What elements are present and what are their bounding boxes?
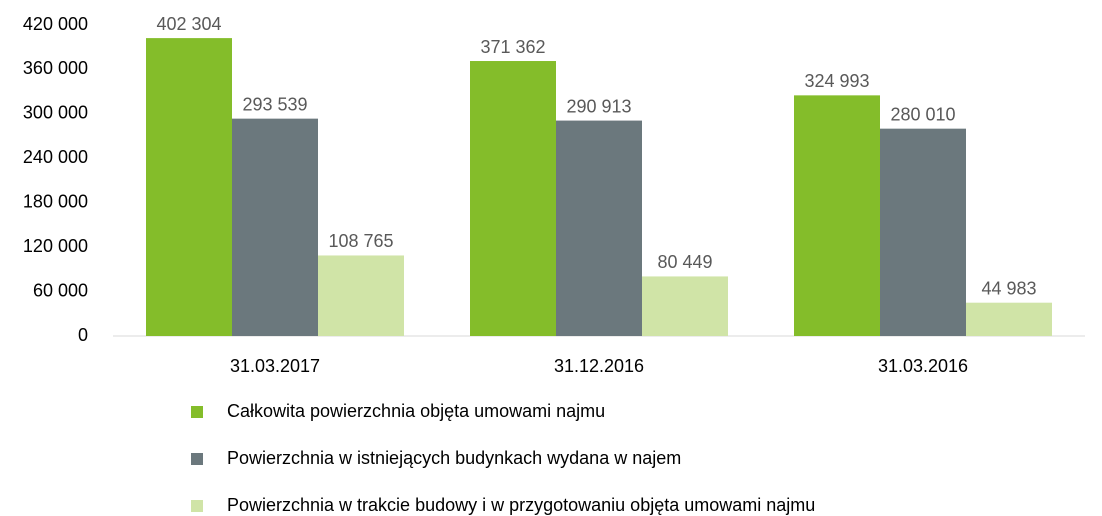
data-label: 108 765: [328, 231, 393, 251]
data-label: 290 913: [566, 96, 631, 116]
data-label: 44 983: [981, 278, 1036, 298]
x-tick-label: 31.12.2016: [554, 356, 644, 376]
y-tick-label: 300 000: [23, 103, 88, 123]
legend-swatch: [191, 453, 203, 465]
legend-label: Całkowita powierzchnia objęta umowami na…: [227, 401, 605, 421]
y-tick-label: 120 000: [23, 236, 88, 256]
y-tick-label: 240 000: [23, 147, 88, 167]
bar: [318, 255, 404, 336]
data-label: 280 010: [890, 104, 955, 124]
x-tick-label: 31.03.2016: [878, 356, 968, 376]
y-tick-label: 420 000: [23, 14, 88, 34]
y-tick-label: 0: [78, 325, 88, 345]
data-label: 371 362: [480, 37, 545, 57]
x-tick-label: 31.03.2017: [230, 356, 320, 376]
bar: [146, 38, 232, 337]
bar: [880, 128, 966, 336]
y-tick-label: 360 000: [23, 58, 88, 78]
data-label: 293 539: [242, 94, 307, 114]
data-label: 402 304: [156, 14, 221, 34]
bar: [794, 95, 880, 336]
data-label: 80 449: [657, 252, 712, 272]
bar: [642, 276, 728, 336]
y-tick-label: 180 000: [23, 191, 88, 211]
legend-swatch: [191, 406, 203, 418]
legend-label: Powierzchnia w istniejących budynkach wy…: [227, 448, 681, 468]
data-label: 324 993: [804, 71, 869, 91]
legend-label: Powierzchnia w trakcie budowy i w przygo…: [227, 495, 815, 515]
bar: [470, 61, 556, 336]
bar: [966, 302, 1052, 336]
legend-swatch: [191, 500, 203, 512]
y-tick-label: 60 000: [33, 280, 88, 300]
bar: [556, 120, 642, 337]
bar: [232, 118, 318, 336]
